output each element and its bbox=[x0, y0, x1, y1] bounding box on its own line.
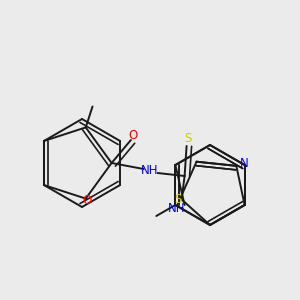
Text: N: N bbox=[240, 158, 249, 170]
Text: NH: NH bbox=[168, 202, 185, 214]
Text: O: O bbox=[128, 128, 137, 142]
Text: NH: NH bbox=[141, 164, 158, 178]
Text: S: S bbox=[175, 193, 182, 206]
Text: S: S bbox=[184, 133, 191, 146]
Text: O: O bbox=[82, 194, 92, 207]
